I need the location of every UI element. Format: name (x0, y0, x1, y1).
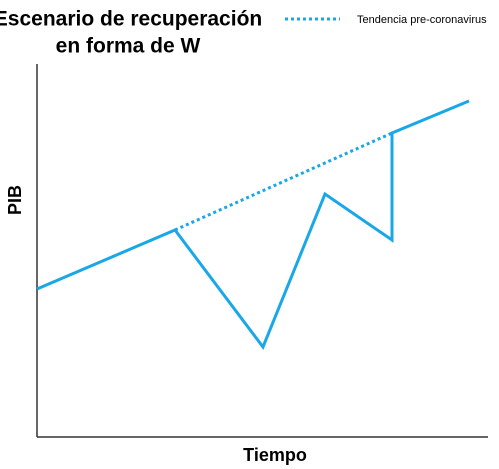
x-label-box (235, 442, 317, 469)
trend-line (174, 131, 393, 232)
legend-label: Tendencia pre-coronavirus (357, 14, 487, 26)
title-line: en forma de W (56, 35, 201, 58)
w-recovery-line (36, 99, 470, 351)
y-axis-label: PIB (5, 185, 25, 215)
x-axis-label: Tiempo (243, 445, 307, 465)
title-line: Escenario de recuperación (0, 8, 262, 31)
y-label-box (3, 175, 29, 225)
title-box (0, 0, 262, 64)
